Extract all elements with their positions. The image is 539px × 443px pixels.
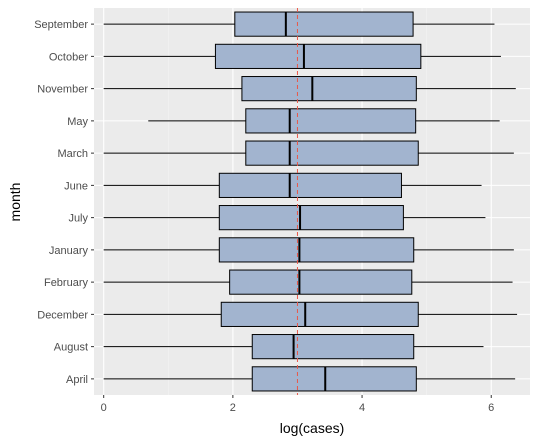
y-tick-label: December <box>37 309 88 321</box>
box-iqr <box>218 237 415 263</box>
y-tick-label: October <box>49 51 88 63</box>
box-august <box>103 334 484 360</box>
box-november <box>103 76 516 102</box>
plot-panel-background <box>94 8 530 395</box>
y-tick-label: July <box>68 213 88 225</box>
box-iqr <box>229 269 413 295</box>
boxes-layer <box>103 11 518 392</box>
box-iqr <box>251 334 415 360</box>
x-tick-label: 2 <box>230 402 236 414</box>
y-tick-label: April <box>66 374 88 386</box>
box-may <box>148 108 500 134</box>
box-march <box>103 140 514 166</box>
box-september <box>103 11 495 37</box>
box-iqr <box>214 43 422 69</box>
box-iqr <box>220 301 419 327</box>
box-february <box>103 269 513 295</box>
x-axis-ticks: 0 2 4 6 <box>101 395 494 414</box>
y-tick-label: June <box>64 180 88 192</box>
y-tick-label: May <box>67 116 88 128</box>
box-june <box>103 172 482 198</box>
box-iqr <box>234 11 414 37</box>
box-april <box>103 366 516 392</box>
x-tick-label: 6 <box>488 402 494 414</box>
box-october <box>103 43 501 69</box>
box-july <box>103 205 486 231</box>
y-tick-label: September <box>34 19 88 31</box>
y-axis-ticks: September October November May March June July… <box>34 19 94 386</box>
box-december <box>103 301 518 327</box>
y-tick-label: August <box>54 342 88 354</box>
x-tick-label: 0 <box>101 402 107 414</box>
box-january <box>103 237 514 263</box>
y-tick-label: March <box>57 148 88 160</box>
y-tick-label: November <box>37 84 88 96</box>
box-iqr <box>251 366 417 392</box>
box-iqr <box>241 76 417 102</box>
box-iqr <box>218 172 402 198</box>
y-tick-label: January <box>49 245 89 257</box>
x-axis-title: log(cases) <box>280 420 345 436</box>
box-iqr <box>245 108 417 134</box>
box-iqr <box>245 140 419 166</box>
y-tick-label: February <box>44 277 89 289</box>
box-iqr <box>218 205 404 231</box>
x-tick-label: 4 <box>359 402 365 414</box>
y-axis-title: month <box>7 183 23 222</box>
